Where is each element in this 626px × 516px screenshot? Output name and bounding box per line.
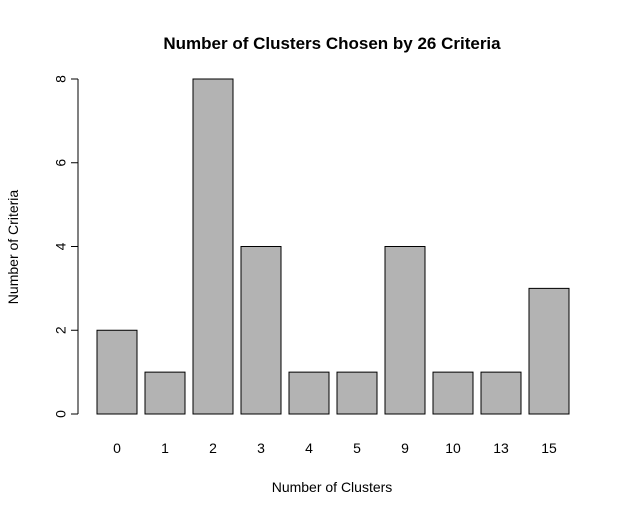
bar-15 [528, 287, 570, 415]
bar-1 [144, 371, 186, 415]
x-tick-label: 3 [257, 440, 265, 456]
y-axis-label: Number of Criteria [5, 190, 21, 305]
bar-9 [384, 246, 426, 415]
bars [96, 78, 570, 415]
x-tick-label: 5 [353, 440, 361, 456]
x-tick-label: 4 [305, 440, 313, 456]
x-tick-label: 10 [445, 440, 461, 456]
bar-0 [96, 329, 138, 415]
bar-3 [240, 246, 282, 415]
y-tick-label: 2 [53, 326, 69, 334]
bar-5 [336, 371, 378, 415]
x-axis-label: Number of Clusters [272, 479, 393, 495]
bar-10 [432, 371, 474, 415]
x-tick-label: 15 [541, 440, 557, 456]
y-axis: 0 2 4 6 8 [53, 75, 79, 418]
bar-13 [480, 371, 522, 415]
x-tick-label: 1 [161, 440, 169, 456]
y-tick-label: 6 [53, 159, 69, 167]
bar-4 [288, 371, 330, 415]
x-tick-label: 9 [401, 440, 409, 456]
x-tick-label: 13 [493, 440, 509, 456]
x-tick-label: 0 [113, 440, 121, 456]
y-tick-label: 8 [53, 75, 69, 83]
bar-2 [192, 78, 234, 415]
y-tick-label: 4 [53, 242, 69, 250]
x-axis-tick-labels: 0 1 2 3 4 5 9 10 13 15 [113, 440, 557, 456]
x-tick-label: 2 [209, 440, 217, 456]
chart-title: Number of Clusters Chosen by 26 Criteria [163, 34, 501, 53]
y-tick-label: 0 [53, 410, 69, 418]
